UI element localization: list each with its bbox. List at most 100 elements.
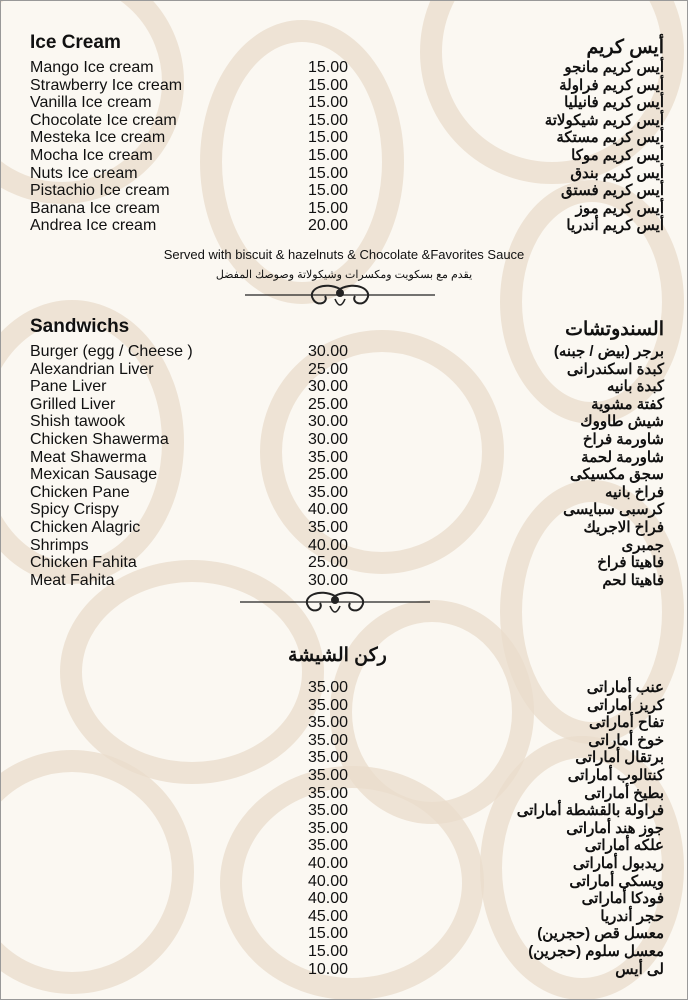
sandwiches-title-ar: السندوتشات [565, 319, 664, 340]
item-price: 15.00 [308, 199, 349, 217]
item-price: 45.00 [308, 907, 349, 925]
item-name: Chicken Fahita [30, 554, 137, 572]
item-name-ar: شاورمة لحمة [581, 448, 664, 466]
item-price: 15.00 [308, 76, 349, 94]
menu-item: Shrimps 40.00 جمبرى [0, 537, 688, 555]
item-name: Mexican Sausage [30, 466, 158, 484]
menu-item: Chicken Shawerma 30.00 شاورمة فراخ [0, 431, 688, 449]
item-price: 30.00 [308, 343, 349, 360]
item-name-ar: كرسبى سبايسى [563, 501, 664, 519]
menu-item: 15.00 معسل قص (حجرين) [0, 925, 688, 943]
menu-item: Banana Ice cream 15.00 أيس كريم موز [0, 200, 688, 218]
menu-item: Spicy Crispy 40.00 كرسبى سبايسى [0, 501, 688, 519]
item-name: Nuts Ice cream [30, 164, 138, 182]
menu-item: Mesteka Ice cream 15.00 أيس كريم مستكة [0, 129, 688, 147]
menu-item: 35.00 فراولة بالقشطة أماراتى [0, 802, 688, 820]
item-name: Mango Ice cream [30, 59, 154, 76]
item-price: 35.00 [308, 679, 349, 696]
menu-item: Chicken Alagric 35.00 فراخ الاجريك [0, 519, 688, 537]
item-price: 15.00 [308, 129, 349, 147]
item-price: 35.00 [308, 819, 349, 837]
menu-item: Burger (egg / Cheese ) 30.00 برجر (بيض / ج… [0, 343, 688, 361]
item-price: 15.00 [308, 942, 349, 960]
menu-item: Meat Fahita 30.00 فاهيتا لحم [0, 572, 688, 590]
item-name-ar: خوخ أماراتى [588, 731, 664, 749]
item-name-ar: ريدبول أماراتى [572, 854, 664, 872]
menu-item: Nuts Ice cream 15.00 أيس كريم بندق [0, 165, 688, 183]
shisha-list: 35.00 عنب أماراتى 35.00 كريز أماراتى 35.00 تف… [0, 679, 688, 978]
item-name-ar: أيس كريم مانجو [564, 59, 664, 76]
item-price: 35.00 [308, 448, 349, 466]
item-price: 40.00 [308, 890, 349, 908]
item-price: 30.00 [308, 571, 349, 589]
ornament-divider-icon [240, 591, 430, 613]
item-price: 30.00 [308, 413, 349, 431]
menu-item: Mocha Ice cream 15.00 أيس كريم موكا [0, 147, 688, 165]
item-price: 25.00 [308, 466, 349, 484]
item-name-ar: أيس كريم موز [575, 199, 664, 217]
item-name-ar: كريز أماراتى [587, 696, 664, 714]
shisha-title-ar: ركن الشيشة [288, 645, 387, 666]
item-name: Meat Shawerma [30, 448, 147, 466]
menu-item: 35.00 عنب أماراتى [0, 679, 688, 697]
ice-cream-note-ar: يقدم مع بسكويت ومكسرات وشيكولاتة وصوصك ا… [215, 269, 473, 281]
item-name: Banana Ice cream [30, 199, 160, 217]
item-name: Shish tawook [30, 413, 126, 431]
menu-item: 35.00 علكه أماراتى [0, 837, 688, 855]
item-name: Pane Liver [30, 378, 107, 396]
item-name-ar: معسل قص (حجرين) [537, 925, 664, 943]
menu-item: Alexandrian Liver 25.00 كبدة اسكندرانى [0, 361, 688, 379]
item-name-ar: فراولة بالقشطة أماراتى [516, 802, 664, 820]
item-name-ar: فراخ بانيه [605, 483, 664, 501]
item-name: Chocolate Ice cream [30, 111, 177, 129]
menu-item: Chicken Fahita 25.00 فاهيتا فراخ [0, 554, 688, 572]
item-price: 15.00 [308, 925, 349, 943]
menu-item: Mango Ice cream 15.00 أيس كريم مانجو [0, 59, 688, 77]
item-name: Chicken Alagric [30, 518, 141, 536]
item-price: 30.00 [308, 378, 349, 396]
item-price: 10.00 [308, 960, 349, 978]
item-price: 40.00 [308, 872, 349, 890]
item-name: Chicken Shawerma [30, 430, 169, 448]
item-name-ar: أيس كريم فراولة [559, 76, 664, 94]
item-price: 35.00 [308, 731, 349, 749]
item-price: 35.00 [308, 696, 349, 714]
menu-item: Strawberry Ice cream 15.00 أيس كريم فراولة [0, 77, 688, 95]
item-name-ar: سجق مكسيكى [570, 466, 664, 484]
ice-cream-note: Served with biscuit & hazelnuts & Chocol… [163, 247, 525, 262]
item-name-ar: عنب أماراتى [586, 679, 664, 696]
item-name-ar: جوز هند أماراتى [566, 819, 664, 837]
item-price: 25.00 [308, 360, 349, 378]
menu-item: Chocolate Ice cream 15.00 أيس كريم شيكولات… [0, 112, 688, 130]
item-name: Strawberry Ice cream [30, 76, 183, 94]
ice-cream-title: Ice Cream [30, 32, 121, 53]
item-name-ar: ويسكى أماراتى [569, 872, 664, 890]
menu-item: Pistachio Ice cream 15.00 أيس كريم فستق [0, 182, 688, 200]
item-name-ar: برتقال أماراتى [575, 749, 664, 767]
item-price: 35.00 [308, 714, 349, 732]
item-name: Shrimps [30, 536, 89, 554]
item-name-ar: شاورمة فراخ [582, 430, 664, 448]
item-name-ar: فاهيتا فراخ [597, 554, 664, 572]
item-name-ar: معسل سلوم (حجرين) [528, 942, 664, 960]
item-price: 35.00 [308, 766, 349, 784]
item-price: 25.00 [308, 554, 349, 572]
item-price: 20.00 [308, 217, 349, 235]
item-name-ar: بطيخ أماراتى [584, 784, 664, 802]
item-name-ar: أيس كريم شيكولاتة [544, 111, 664, 129]
menu-item: 35.00 كريز أماراتى [0, 697, 688, 715]
item-price: 40.00 [308, 501, 349, 519]
item-name: Pistachio Ice cream [30, 182, 170, 200]
menu-item: 45.00 حجر أندريا [0, 908, 688, 926]
menu-item: Shish tawook 30.00 شيش طاووك [0, 413, 688, 431]
menu-item: 35.00 برتقال أماراتى [0, 749, 688, 767]
item-name: Mocha Ice cream [30, 146, 153, 164]
menu-item: Mexican Sausage 25.00 سجق مكسيكى [0, 466, 688, 484]
item-name: Alexandrian Liver [30, 360, 154, 378]
sandwiches-list: Burger (egg / Cheese ) 30.00 برجر (بيض / ج… [0, 343, 688, 589]
menu-item: 10.00 لى أيس [0, 961, 688, 979]
ice-cream-list: Mango Ice cream 15.00 أيس كريم مانجو Strawb… [0, 59, 688, 235]
item-price: 15.00 [308, 146, 349, 164]
menu-item: 35.00 كنتالوب أماراتى [0, 767, 688, 785]
